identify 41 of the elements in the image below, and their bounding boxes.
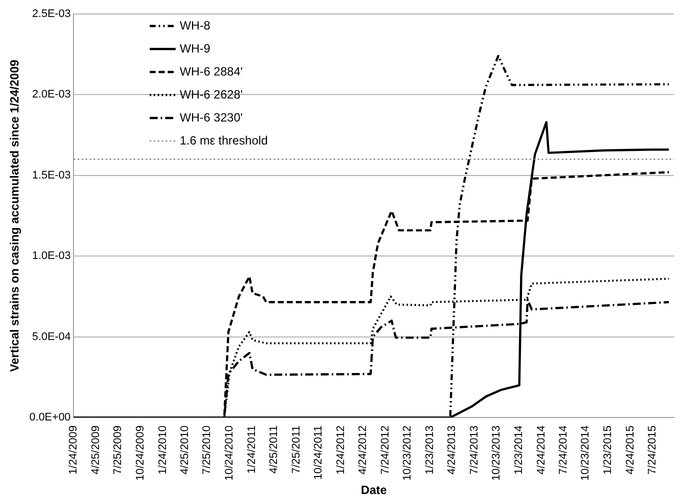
y-tick-label: 5.0E-04 (32, 330, 71, 343)
x-tick-label: 4/24/2013 (446, 426, 458, 474)
x-tick-label: 7/24/2012 (379, 426, 392, 474)
x-tick-label: 10/23/2014 (580, 426, 592, 481)
y-tick-label: 2.0E-03 (32, 88, 71, 101)
y-axis-title: Vertical strains on casing accumulated since 1/24/2009 (8, 59, 22, 372)
x-tick-label: 10/23/2012 (402, 426, 414, 481)
y-tick-label: 1.5E-03 (32, 169, 71, 182)
legend-label: WH-6 2628' (180, 87, 243, 102)
y-tick-label: 1.0E-03 (32, 250, 71, 262)
legend-label: 1.6 mε threshold (180, 133, 268, 148)
x-tick-label: 4/25/2010 (178, 426, 191, 474)
legend-label: WH-8 (180, 18, 211, 32)
x-tick-label: 4/24/2014 (535, 426, 548, 474)
x-tick-label: 10/24/2010 (223, 426, 236, 481)
x-tick-label: 7/24/2013 (468, 426, 480, 474)
x-tick-label: 4/25/2011 (268, 426, 280, 474)
x-tick-label: 7/24/2015 (646, 426, 659, 474)
x-tick-label: 7/25/2009 (112, 426, 124, 474)
x-tick-label: 1/24/2010 (156, 426, 169, 474)
legend-label: WH-9 (180, 41, 211, 56)
legend-label: WH-6 3230' (180, 110, 243, 124)
x-tick-label: 4/24/2012 (357, 426, 370, 474)
legend-label: WH-6 2884' (180, 64, 243, 78)
y-tick-label: 2.5E-03 (32, 8, 71, 20)
x-tick-label: 10/24/2011 (312, 426, 324, 480)
x-tick-label: 1/23/2014 (513, 426, 526, 474)
x-tick-label: 7/25/2011 (290, 426, 302, 474)
y-tick-label: 0.0E+00 (29, 412, 71, 424)
x-tick-label: 1/24/2009 (68, 426, 80, 474)
x-tick-label: 4/24/2015 (624, 426, 636, 474)
x-tick-label: 7/25/2010 (201, 426, 214, 474)
x-tick-label: 4/25/2009 (90, 426, 102, 474)
x-tick-label: 1/24/2011 (246, 426, 258, 474)
x-axis-title: Date (360, 483, 388, 498)
x-tick-label: 1/23/2013 (424, 426, 436, 474)
x-tick-label: 1/24/2012 (334, 426, 347, 474)
x-tick-label: 7/24/2014 (557, 426, 570, 474)
x-tick-label: 1/23/2015 (602, 426, 614, 474)
x-tick-label: 10/23/2013 (490, 426, 503, 481)
x-tick-label: 10/24/2009 (134, 426, 146, 481)
